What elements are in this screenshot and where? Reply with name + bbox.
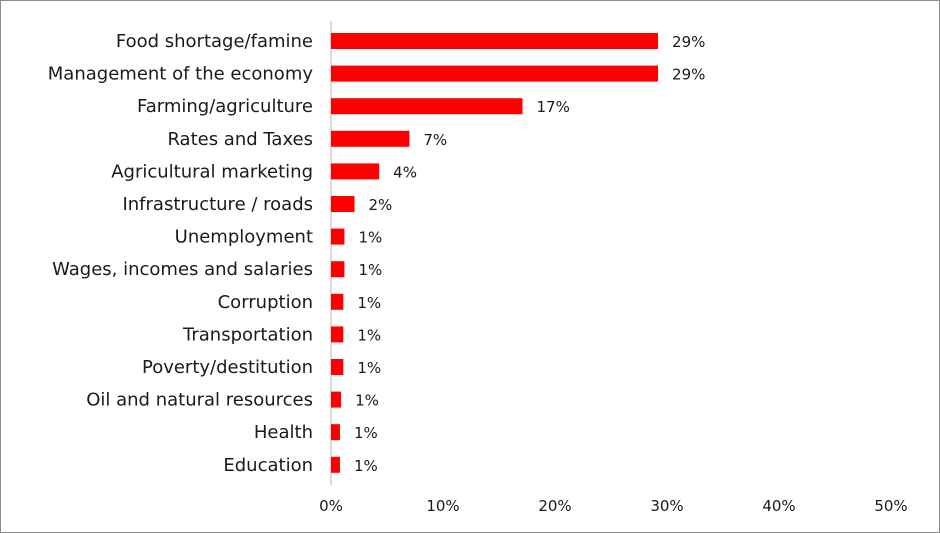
bar: [331, 359, 344, 375]
x-tick-label: 0%: [319, 497, 343, 515]
category-label: Health: [254, 422, 313, 443]
data-label: 1%: [354, 457, 378, 475]
bar: [331, 33, 659, 49]
bar: [331, 65, 659, 82]
bar: [331, 261, 345, 278]
x-tick-label: 50%: [874, 497, 907, 515]
category-label: Infrastructure / roads: [122, 194, 313, 215]
data-label: 1%: [357, 359, 381, 377]
data-label: 17%: [537, 98, 570, 116]
category-label: Education: [223, 455, 313, 476]
category-label: Farming/agriculture: [137, 96, 313, 117]
category-label: Corruption: [218, 292, 313, 313]
x-tick-label: 20%: [538, 497, 571, 515]
category-label: Management of the economy: [48, 64, 314, 85]
bar: [331, 424, 340, 441]
x-tick-label: 30%: [650, 497, 683, 515]
data-label: 1%: [355, 392, 379, 410]
category-label: Transportation: [182, 324, 313, 345]
category-label: Unemployment: [175, 227, 313, 248]
bar: [331, 456, 340, 473]
bar: [331, 98, 523, 115]
data-label: 1%: [357, 294, 381, 312]
x-tick-label: 40%: [762, 497, 795, 515]
data-label: 2%: [369, 196, 393, 214]
data-label: 7%: [423, 131, 447, 149]
data-label: 29%: [672, 66, 705, 84]
bar: [331, 228, 345, 245]
category-label: Poverty/destitution: [142, 357, 313, 378]
bar: [331, 130, 410, 147]
data-label: 4%: [393, 163, 417, 181]
data-label: 1%: [358, 261, 382, 279]
data-label: 1%: [358, 229, 382, 247]
bar: [331, 196, 355, 212]
data-label: 29%: [672, 33, 705, 51]
category-label: Food shortage/famine: [116, 31, 313, 52]
x-tick-label: 10%: [426, 497, 459, 515]
category-label: Agricultural marketing: [111, 161, 313, 182]
data-label: 1%: [354, 424, 378, 442]
bar: [331, 293, 344, 310]
category-label: Oil and natural resources: [86, 390, 313, 411]
bar: [331, 163, 380, 180]
data-label: 1%: [357, 326, 381, 344]
bar: [331, 326, 344, 343]
category-label: Wages, incomes and salaries: [52, 259, 313, 280]
bar: [331, 391, 342, 408]
category-label: Rates and Taxes: [167, 129, 313, 150]
